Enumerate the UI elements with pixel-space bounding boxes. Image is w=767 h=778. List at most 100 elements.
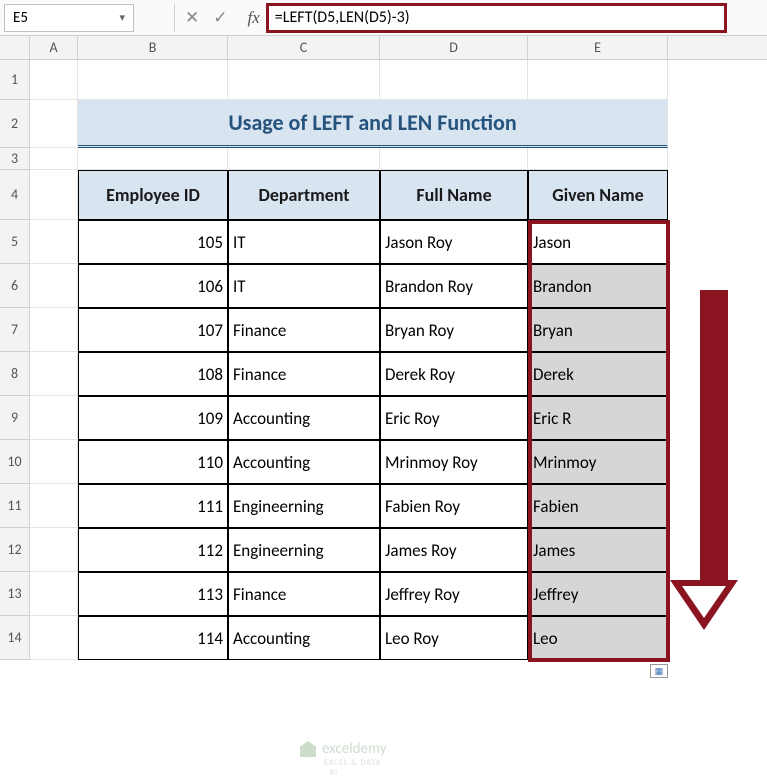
select-all-corner[interactable]: [0, 36, 30, 59]
cell[interactable]: [30, 308, 78, 352]
table-header[interactable]: Employee ID: [78, 170, 228, 220]
formula-bar-icons: ✕ ✓ fx: [185, 7, 266, 28]
row-header[interactable]: 8: [0, 352, 30, 396]
cell-given-name[interactable]: Jason: [528, 220, 668, 264]
cell[interactable]: [30, 60, 78, 100]
cell-employee-id[interactable]: 112: [78, 528, 228, 572]
row-header[interactable]: 3: [0, 148, 30, 170]
cell-employee-id[interactable]: 113: [78, 572, 228, 616]
cell-full-name[interactable]: Derek Roy: [380, 352, 528, 396]
cell-full-name[interactable]: Brandon Roy: [380, 264, 528, 308]
cell[interactable]: [528, 60, 668, 100]
row-header[interactable]: 1: [0, 60, 30, 100]
col-header-b[interactable]: B: [78, 36, 228, 59]
cell[interactable]: [380, 148, 528, 170]
cell-department[interactable]: Engineerning: [228, 528, 380, 572]
title-cell[interactable]: Usage of LEFT and LEN Function: [78, 100, 668, 148]
cell-department[interactable]: Accounting: [228, 396, 380, 440]
col-header-c[interactable]: C: [228, 36, 380, 59]
col-header-a[interactable]: A: [30, 36, 78, 59]
cell[interactable]: [30, 616, 78, 660]
cell[interactable]: [528, 148, 668, 170]
cell-department[interactable]: Finance: [228, 352, 380, 396]
cell[interactable]: [78, 148, 228, 170]
cell[interactable]: [30, 528, 78, 572]
row-header[interactable]: 9: [0, 396, 30, 440]
cell[interactable]: [30, 484, 78, 528]
cell-given-name[interactable]: Fabien: [528, 484, 668, 528]
row-header[interactable]: 10: [0, 440, 30, 484]
cell-full-name[interactable]: Fabien Roy: [380, 484, 528, 528]
cell-department[interactable]: Accounting: [228, 616, 380, 660]
cell-given-name[interactable]: Derek: [528, 352, 668, 396]
cell-department[interactable]: IT: [228, 264, 380, 308]
cell-given-name[interactable]: Eric R: [528, 396, 668, 440]
cell-full-name[interactable]: Leo Roy: [380, 616, 528, 660]
cell[interactable]: [380, 60, 528, 100]
cell-employee-id[interactable]: 109: [78, 396, 228, 440]
chevron-down-icon[interactable]: ▾: [119, 11, 125, 24]
cell-employee-id[interactable]: 106: [78, 264, 228, 308]
cell-full-name[interactable]: Eric Roy: [380, 396, 528, 440]
divider: [174, 4, 175, 32]
cell-full-name[interactable]: James Roy: [380, 528, 528, 572]
cell-full-name[interactable]: Jason Roy: [380, 220, 528, 264]
cell[interactable]: [30, 440, 78, 484]
table-header[interactable]: Full Name: [380, 170, 528, 220]
cell[interactable]: [78, 60, 228, 100]
cell-employee-id[interactable]: 107: [78, 308, 228, 352]
row-header[interactable]: 6: [0, 264, 30, 308]
cell-employee-id[interactable]: 110: [78, 440, 228, 484]
cell-full-name[interactable]: Jeffrey Roy: [380, 572, 528, 616]
cell[interactable]: [228, 60, 380, 100]
row-header[interactable]: 13: [0, 572, 30, 616]
row-header[interactable]: 11: [0, 484, 30, 528]
cell-employee-id[interactable]: 114: [78, 616, 228, 660]
cell-given-name[interactable]: Bryan: [528, 308, 668, 352]
cell-employee-id[interactable]: 105: [78, 220, 228, 264]
cell-employee-id[interactable]: 108: [78, 352, 228, 396]
formula-bar: E5 ▾ ✕ ✓ fx =LEFT(D5,LEN(D5)-3): [0, 0, 767, 36]
row-header[interactable]: 4: [0, 170, 30, 220]
cell[interactable]: [228, 148, 380, 170]
cancel-icon[interactable]: ✕: [185, 7, 199, 28]
formula-input[interactable]: =LEFT(D5,LEN(D5)-3): [266, 3, 727, 33]
cell-given-name[interactable]: Leo: [528, 616, 668, 660]
confirm-icon[interactable]: ✓: [213, 7, 227, 28]
cell-full-name[interactable]: Bryan Roy: [380, 308, 528, 352]
cell[interactable]: [30, 264, 78, 308]
cell-department[interactable]: Accounting: [228, 440, 380, 484]
autofill-options-icon[interactable]: ▦: [650, 664, 668, 678]
cell-given-name[interactable]: James: [528, 528, 668, 572]
title-text: Usage of LEFT and LEN Function: [228, 109, 516, 136]
cell-department[interactable]: Finance: [228, 308, 380, 352]
row-header[interactable]: 12: [0, 528, 30, 572]
cell-given-name[interactable]: Mrinmoy: [528, 440, 668, 484]
cell[interactable]: [30, 220, 78, 264]
cell[interactable]: [30, 572, 78, 616]
cell[interactable]: [30, 100, 78, 148]
cell-department[interactable]: Engineerning: [228, 484, 380, 528]
column-headers: A B C D E: [0, 36, 767, 60]
cell-department[interactable]: Finance: [228, 572, 380, 616]
cell-full-name[interactable]: Mrinmoy Roy: [380, 440, 528, 484]
cell[interactable]: [30, 170, 78, 220]
row-header[interactable]: 7: [0, 308, 30, 352]
table-header[interactable]: Given Name: [528, 170, 668, 220]
cell-given-name[interactable]: Brandon: [528, 264, 668, 308]
cell[interactable]: [30, 148, 78, 170]
name-box[interactable]: E5 ▾: [4, 4, 134, 32]
row-header[interactable]: 14: [0, 616, 30, 660]
cell[interactable]: [30, 396, 78, 440]
table-header[interactable]: Department: [228, 170, 380, 220]
cell[interactable]: [30, 352, 78, 396]
col-header-d[interactable]: D: [380, 36, 528, 59]
cell-employee-id[interactable]: 111: [78, 484, 228, 528]
fx-icon[interactable]: fx: [248, 8, 260, 28]
cell-given-name[interactable]: Jeffrey: [528, 572, 668, 616]
row-header[interactable]: 2: [0, 100, 30, 148]
row-header[interactable]: 5: [0, 220, 30, 264]
spreadsheet-grid[interactable]: 1 2 Usage of LEFT and LEN Function 3 4 E…: [0, 60, 767, 660]
col-header-e[interactable]: E: [528, 36, 668, 59]
cell-department[interactable]: IT: [228, 220, 380, 264]
